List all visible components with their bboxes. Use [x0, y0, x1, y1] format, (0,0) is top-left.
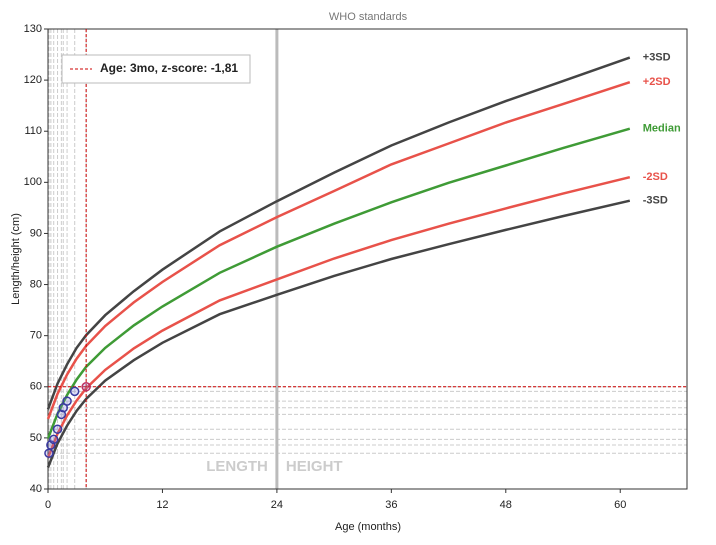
curve: [46, 56, 631, 410]
x-tick-label: 36: [385, 499, 397, 511]
y-tick-label: 120: [24, 74, 42, 86]
x-tick-label: 48: [500, 499, 512, 511]
measurement-point: [69, 386, 80, 397]
region-label: HEIGHT: [286, 458, 343, 475]
y-axis-label: Length/height (cm): [10, 213, 22, 305]
series-label: -2SD: [643, 171, 668, 183]
region-label: LENGTH: [206, 458, 268, 475]
x-tick-label: 0: [45, 499, 51, 511]
y-tick-label: 130: [24, 23, 42, 35]
curve: [46, 175, 631, 459]
y-tick-label: 40: [30, 483, 42, 495]
y-tick-label: 90: [30, 227, 42, 239]
curve: [46, 199, 631, 468]
annotation-box: [61, 54, 251, 84]
y-tick-label: 60: [30, 381, 42, 393]
y-tick-label: 80: [30, 278, 42, 290]
curve: [46, 127, 631, 439]
series-label: +2SD: [643, 76, 671, 88]
x-tick-label: 12: [156, 499, 168, 511]
curve: [46, 81, 631, 420]
y-tick-label: 50: [30, 432, 42, 444]
series-label: Median: [643, 123, 681, 135]
x-tick-label: 60: [614, 499, 626, 511]
x-tick-label: 24: [271, 499, 283, 511]
y-tick-label: 110: [24, 125, 42, 137]
chart-title: WHO standards: [329, 11, 408, 23]
series-label: +3SD: [643, 52, 671, 64]
measurement-point: [52, 424, 63, 434]
measurement-point: [62, 396, 72, 406]
y-tick-label: 100: [24, 176, 42, 188]
annotation: Age: 3mo, z-score: -1,81: [100, 61, 238, 75]
measurement-point: [81, 382, 91, 392]
plot-frame: [47, 28, 688, 490]
x-axis-label: Age (months): [335, 521, 401, 533]
measurement-point: [44, 448, 54, 458]
series-label: -3SD: [643, 195, 668, 207]
y-tick-label: 70: [30, 330, 42, 342]
measurement-point: [48, 434, 59, 445]
